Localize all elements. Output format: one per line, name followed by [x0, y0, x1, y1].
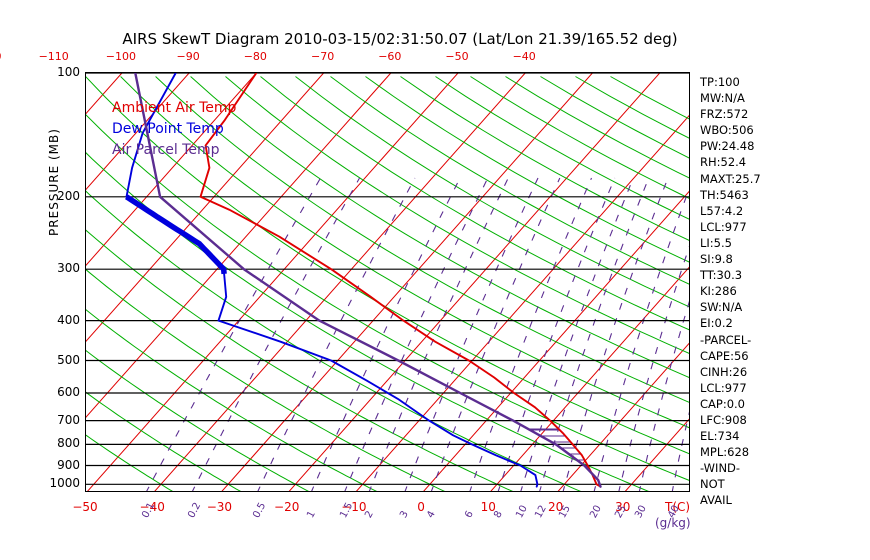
- mixing-ratio-tick-label: 2: [362, 509, 376, 521]
- stat-line: CAP:0.0: [700, 396, 745, 411]
- top-tick-label: −50: [445, 50, 469, 63]
- stat-line: -PARCEL-: [700, 332, 752, 347]
- mixing-ratio-tick-label: 1: [305, 509, 318, 521]
- stat-line: KI:286: [700, 284, 737, 299]
- stat-line: LI:5.5: [700, 235, 732, 250]
- stat-line: LCL:977: [700, 380, 747, 395]
- legend-item-dewpoint: Dew Point Temp: [112, 121, 224, 137]
- stat-line: TH:5463: [700, 187, 749, 202]
- legend-item-parcel: Air Parcel Temp: [112, 142, 220, 158]
- mixing-ratio-tick-label: 0.2: [185, 500, 203, 521]
- mixing-ratio-tick-label: 20: [587, 503, 604, 521]
- stat-line: MAXT:25.7: [700, 171, 761, 186]
- mixing-ratio-tick-label: 10: [514, 503, 531, 521]
- stat-line: CINH:26: [700, 364, 748, 379]
- stat-line: RH:52.4: [700, 155, 747, 170]
- mixing-ratio-tick-label: 12: [533, 503, 550, 521]
- sounding-statistics-panel: TP:100 MW:N/A FRZ:572 WBO:506 PW:24.48 RH:52.…: [700, 74, 865, 509]
- top-tick-label: −40: [512, 50, 536, 63]
- stat-line: L57:4.2: [700, 203, 744, 218]
- stat-line: -WIND-: [700, 461, 741, 476]
- stat-line: SW:N/A: [700, 300, 743, 315]
- stat-line: LCL:977: [700, 219, 747, 234]
- isobar-lines: [86, 73, 689, 485]
- bottom-tick-label: −10: [341, 500, 367, 514]
- stat-line: WBO:506: [700, 123, 754, 138]
- mixing-ratio-tick-label: 8: [491, 509, 505, 521]
- skewt-canvas: [86, 73, 689, 491]
- stat-line: TT:30.3: [700, 268, 743, 283]
- sounding-curves: [125, 73, 602, 488]
- stat-line: SI:9.8: [700, 252, 733, 267]
- legend-item-ambient: Ambient Air Temp: [112, 100, 237, 116]
- mixing-ratio-tick-label: 25: [612, 503, 629, 521]
- mixing-ratio-tick-label: 6: [463, 509, 477, 521]
- mixing-ratio-tick-label: 0.1: [139, 500, 158, 521]
- page-title: AIRS SkewT Diagram 2010-03-15/02:31:50.0…: [122, 30, 678, 48]
- stat-line: LFC:908: [700, 412, 747, 427]
- mixing-ratio-tick-label: 4: [424, 509, 438, 521]
- stat-line: CAPE:56: [700, 348, 749, 363]
- plot-area[interactable]: [85, 72, 690, 492]
- top-tick-label: −110: [38, 50, 69, 63]
- stat-line: TP:100: [700, 75, 740, 89]
- mixing-ratio-axis-label: (g/kg): [655, 516, 691, 530]
- bottom-tick-label: −40: [139, 500, 165, 514]
- stat-line: PW:24.48: [700, 139, 755, 154]
- bottom-tick-label: −30: [206, 500, 233, 514]
- temperature-axis-label: T(C): [665, 500, 691, 514]
- stat-line: MW:N/A: [700, 91, 745, 106]
- top-tick-label: −90: [176, 50, 200, 63]
- top-tick-label: −120: [0, 50, 2, 63]
- top-tick-label: −100: [105, 50, 136, 63]
- bottom-tick-label: 10: [480, 500, 496, 514]
- bottom-tick-label: −50: [72, 500, 98, 514]
- stat-line: NOT: [700, 477, 725, 492]
- bottom-tick-label: −20: [274, 500, 300, 514]
- stat-line: FRZ:572: [700, 107, 749, 122]
- top-tick-label: −60: [378, 50, 402, 63]
- bottom-tick-label: 0: [417, 500, 425, 514]
- stat-line: AVAIL: [700, 493, 732, 508]
- stat-line: MPL:628: [700, 445, 750, 460]
- top-temperature-axis: −120 −110 −100 −90 −80 −70 −60 −50 −40: [0, 50, 690, 68]
- mixing-ratio-tick-label: 30: [633, 503, 649, 521]
- stat-line: EI:0.2: [700, 316, 733, 331]
- top-tick-label: −70: [310, 50, 335, 63]
- bottom-tick-label: 20: [547, 500, 564, 514]
- top-tick-label: −80: [243, 50, 267, 63]
- bottom-tick-label: 30: [615, 500, 631, 514]
- mixing-ratio-tick-label: 3: [398, 509, 412, 521]
- mixing-ratio-tick-label: 15: [556, 503, 573, 521]
- mixing-ratio-tick-label: 1.5: [338, 500, 356, 521]
- stat-line: EL:734: [700, 429, 740, 444]
- mixing-ratio-tick-label: 0.5: [251, 500, 269, 521]
